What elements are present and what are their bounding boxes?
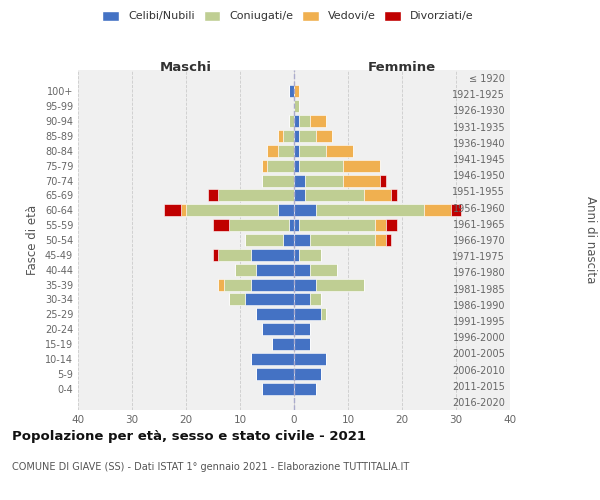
- Bar: [283, 130, 294, 142]
- Bar: [213, 249, 218, 261]
- Bar: [305, 190, 364, 202]
- Bar: [278, 145, 294, 157]
- Bar: [380, 174, 386, 186]
- Bar: [294, 115, 299, 127]
- Bar: [272, 338, 294, 350]
- Bar: [364, 190, 391, 202]
- Bar: [289, 115, 294, 127]
- Bar: [299, 145, 326, 157]
- Bar: [181, 204, 186, 216]
- Bar: [294, 160, 299, 172]
- Text: Popolazione per età, sesso e stato civile - 2021: Popolazione per età, sesso e stato civil…: [12, 430, 366, 443]
- Bar: [294, 368, 321, 380]
- Bar: [267, 145, 278, 157]
- Bar: [294, 249, 299, 261]
- Bar: [294, 145, 299, 157]
- Bar: [186, 204, 278, 216]
- Bar: [375, 219, 386, 231]
- Bar: [218, 190, 294, 202]
- Bar: [294, 323, 310, 335]
- Bar: [262, 174, 294, 186]
- Bar: [310, 264, 337, 276]
- Bar: [278, 204, 294, 216]
- Bar: [251, 249, 294, 261]
- Bar: [343, 160, 380, 172]
- Bar: [289, 219, 294, 231]
- Bar: [299, 130, 316, 142]
- Bar: [299, 115, 310, 127]
- Bar: [251, 353, 294, 365]
- Bar: [294, 130, 299, 142]
- Bar: [256, 308, 294, 320]
- Text: Femmine: Femmine: [368, 60, 436, 74]
- Bar: [386, 219, 397, 231]
- Bar: [294, 294, 310, 306]
- Bar: [294, 100, 299, 112]
- Bar: [316, 278, 364, 290]
- Bar: [256, 368, 294, 380]
- Bar: [294, 234, 310, 246]
- Bar: [262, 382, 294, 394]
- Bar: [391, 190, 397, 202]
- Legend: Celibi/Nubili, Coniugati/e, Vedovi/e, Divorziati/e: Celibi/Nubili, Coniugati/e, Vedovi/e, Di…: [103, 10, 473, 22]
- Bar: [294, 308, 321, 320]
- Bar: [224, 278, 251, 290]
- Text: Anni di nascita: Anni di nascita: [584, 196, 597, 284]
- Bar: [294, 190, 305, 202]
- Bar: [424, 204, 451, 216]
- Bar: [218, 278, 224, 290]
- Bar: [294, 86, 299, 98]
- Bar: [229, 219, 289, 231]
- Bar: [251, 278, 294, 290]
- Bar: [294, 204, 316, 216]
- Bar: [294, 338, 310, 350]
- Bar: [218, 249, 251, 261]
- Bar: [343, 174, 380, 186]
- Bar: [310, 115, 326, 127]
- Bar: [299, 249, 321, 261]
- Bar: [316, 204, 424, 216]
- Bar: [294, 353, 326, 365]
- Bar: [386, 234, 391, 246]
- Bar: [316, 130, 332, 142]
- Bar: [283, 234, 294, 246]
- Text: COMUNE DI GIAVE (SS) - Dati ISTAT 1° gennaio 2021 - Elaborazione TUTTITALIA.IT: COMUNE DI GIAVE (SS) - Dati ISTAT 1° gen…: [12, 462, 409, 472]
- Bar: [326, 145, 353, 157]
- Bar: [321, 308, 326, 320]
- Bar: [164, 204, 181, 216]
- Bar: [262, 323, 294, 335]
- Bar: [267, 160, 294, 172]
- Bar: [235, 264, 256, 276]
- Bar: [299, 219, 375, 231]
- Bar: [229, 294, 245, 306]
- Bar: [294, 264, 310, 276]
- Bar: [208, 190, 218, 202]
- Bar: [294, 174, 305, 186]
- Bar: [262, 160, 267, 172]
- Bar: [245, 294, 294, 306]
- Bar: [256, 264, 294, 276]
- Bar: [310, 234, 375, 246]
- Bar: [294, 278, 316, 290]
- Bar: [245, 234, 283, 246]
- Bar: [375, 234, 386, 246]
- Bar: [310, 294, 321, 306]
- Bar: [299, 160, 343, 172]
- Bar: [294, 219, 299, 231]
- Bar: [213, 219, 229, 231]
- Bar: [289, 86, 294, 98]
- Text: Maschi: Maschi: [160, 60, 212, 74]
- Y-axis label: Fasce di età: Fasce di età: [26, 205, 39, 275]
- Bar: [278, 130, 283, 142]
- Bar: [305, 174, 343, 186]
- Bar: [451, 204, 461, 216]
- Bar: [294, 382, 316, 394]
